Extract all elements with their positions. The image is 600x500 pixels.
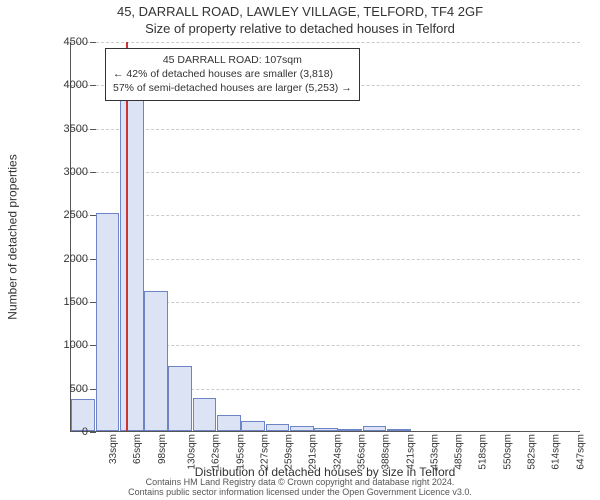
x-tick: 614sqm: [551, 434, 562, 470]
histogram-bar: [96, 213, 120, 431]
x-tick: 421sqm: [405, 434, 416, 470]
histogram-bar: [266, 424, 290, 431]
y-tick: 2500: [38, 209, 88, 221]
x-tick: 324sqm: [332, 434, 343, 470]
histogram-bar: [241, 421, 265, 431]
annotation-line: 45 DARRALL ROAD: 107sqm: [113, 53, 352, 67]
y-tick: 0: [38, 426, 88, 438]
histogram-bar: [144, 291, 168, 431]
x-tick: 98sqm: [157, 434, 168, 464]
y-tick: 500: [38, 383, 88, 395]
x-tick: 485sqm: [454, 434, 465, 470]
y-tick: 3500: [38, 123, 88, 135]
x-tick: 388sqm: [381, 434, 392, 470]
gridline: [71, 259, 580, 260]
histogram-bar: [120, 80, 144, 431]
histogram-bar: [290, 426, 314, 431]
x-tick: 65sqm: [132, 434, 143, 464]
annotation-line: 57% of semi-detached houses are larger (…: [113, 81, 352, 95]
gridline: [71, 42, 580, 43]
page-title-line1: 45, DARRALL ROAD, LAWLEY VILLAGE, TELFOR…: [0, 4, 600, 19]
x-tick: 518sqm: [478, 434, 489, 470]
x-tick: 33sqm: [108, 434, 119, 464]
annotation-line: ← 42% of detached houses are smaller (3,…: [113, 67, 352, 81]
page-title-line2: Size of property relative to detached ho…: [0, 21, 600, 36]
x-tick: 453sqm: [429, 434, 440, 470]
x-tick: 227sqm: [259, 434, 270, 470]
gridline: [71, 215, 580, 216]
histogram-bar: [314, 428, 338, 431]
histogram-bar: [168, 366, 192, 431]
histogram-bar: [217, 415, 241, 431]
y-tick: 2000: [38, 253, 88, 265]
histogram-bar: [338, 429, 362, 431]
footer-attribution: Contains HM Land Registry data © Crown c…: [0, 478, 600, 498]
y-tick: 1500: [38, 296, 88, 308]
histogram-bar: [387, 429, 411, 431]
footer-line2: Contains public sector information licen…: [0, 488, 600, 498]
histogram-bar: [193, 398, 217, 431]
x-tick: 356sqm: [357, 434, 368, 470]
x-tick: 162sqm: [211, 434, 222, 470]
x-tick: 130sqm: [187, 434, 198, 470]
x-tick: 195sqm: [235, 434, 246, 470]
x-tick: 291sqm: [308, 434, 319, 470]
y-tick: 4500: [38, 36, 88, 48]
gridline: [71, 129, 580, 130]
x-tick: 550sqm: [502, 434, 513, 470]
annotation-box: 45 DARRALL ROAD: 107sqm← 42% of detached…: [105, 48, 360, 101]
x-tick: 259sqm: [284, 434, 295, 470]
x-tick: 582sqm: [527, 434, 538, 470]
histogram-bar: [363, 426, 387, 431]
y-tick: 4000: [38, 79, 88, 91]
y-axis-label: Number of detached properties: [6, 42, 20, 432]
y-tick: 1000: [38, 339, 88, 351]
x-tick: 647sqm: [575, 434, 586, 470]
gridline: [71, 172, 580, 173]
y-tick: 3000: [38, 166, 88, 178]
